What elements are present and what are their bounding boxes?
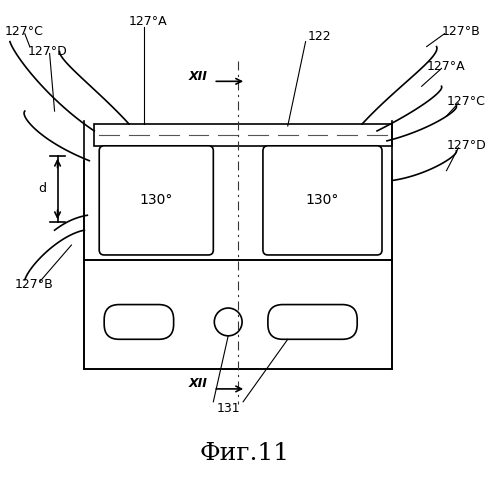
Text: XII: XII bbox=[189, 378, 208, 390]
Text: 127°B: 127°B bbox=[15, 278, 53, 291]
Text: 127°A: 127°A bbox=[129, 16, 168, 28]
Bar bbox=[94, 124, 392, 146]
Text: Фиг.11: Фиг.11 bbox=[200, 442, 290, 465]
Text: 127°D: 127°D bbox=[446, 140, 486, 152]
Text: d: d bbox=[39, 182, 47, 196]
Text: 127°B: 127°B bbox=[442, 25, 480, 38]
Text: 127°D: 127°D bbox=[28, 45, 67, 58]
Text: 127°A: 127°A bbox=[427, 60, 465, 73]
Text: 127°C: 127°C bbox=[446, 94, 486, 108]
Text: 122: 122 bbox=[307, 30, 331, 43]
FancyBboxPatch shape bbox=[104, 304, 174, 340]
Bar bbox=[84, 260, 392, 369]
Text: 130°: 130° bbox=[306, 194, 339, 207]
Text: 127°С: 127°С bbox=[5, 25, 44, 38]
Text: 131: 131 bbox=[216, 402, 240, 415]
FancyBboxPatch shape bbox=[99, 146, 213, 255]
FancyBboxPatch shape bbox=[268, 304, 357, 340]
Text: 130°: 130° bbox=[140, 194, 173, 207]
Text: XII: XII bbox=[189, 70, 208, 83]
FancyBboxPatch shape bbox=[263, 146, 382, 255]
